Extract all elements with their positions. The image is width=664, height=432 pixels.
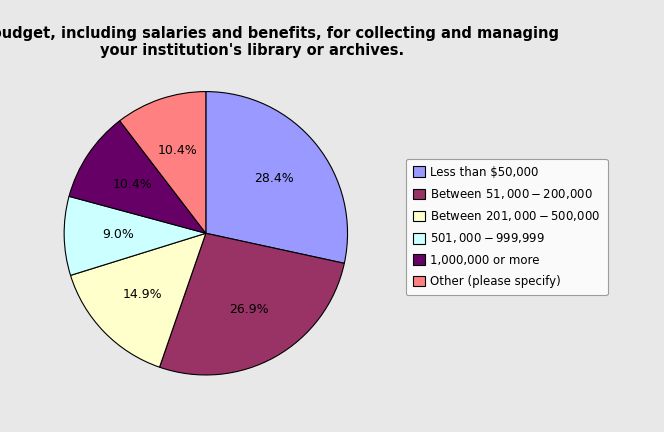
Text: 28.4%: 28.4%	[254, 172, 294, 184]
Wedge shape	[206, 92, 347, 264]
Legend: Less than $50,000, Between $51,000-$200,000, Between $201,000-$500,000, $501,000: Less than $50,000, Between $51,000-$200,…	[406, 159, 608, 295]
Wedge shape	[69, 121, 206, 233]
Text: 9.0%: 9.0%	[102, 229, 134, 241]
Wedge shape	[70, 233, 206, 367]
Wedge shape	[120, 92, 206, 233]
Text: Total budget, including salaries and benefits, for collecting and managing
your : Total budget, including salaries and ben…	[0, 26, 559, 58]
Wedge shape	[159, 233, 345, 375]
Text: 10.4%: 10.4%	[158, 143, 197, 156]
Wedge shape	[64, 196, 206, 275]
Text: 10.4%: 10.4%	[113, 178, 153, 191]
Text: 14.9%: 14.9%	[123, 288, 163, 301]
Text: 26.9%: 26.9%	[229, 303, 269, 316]
